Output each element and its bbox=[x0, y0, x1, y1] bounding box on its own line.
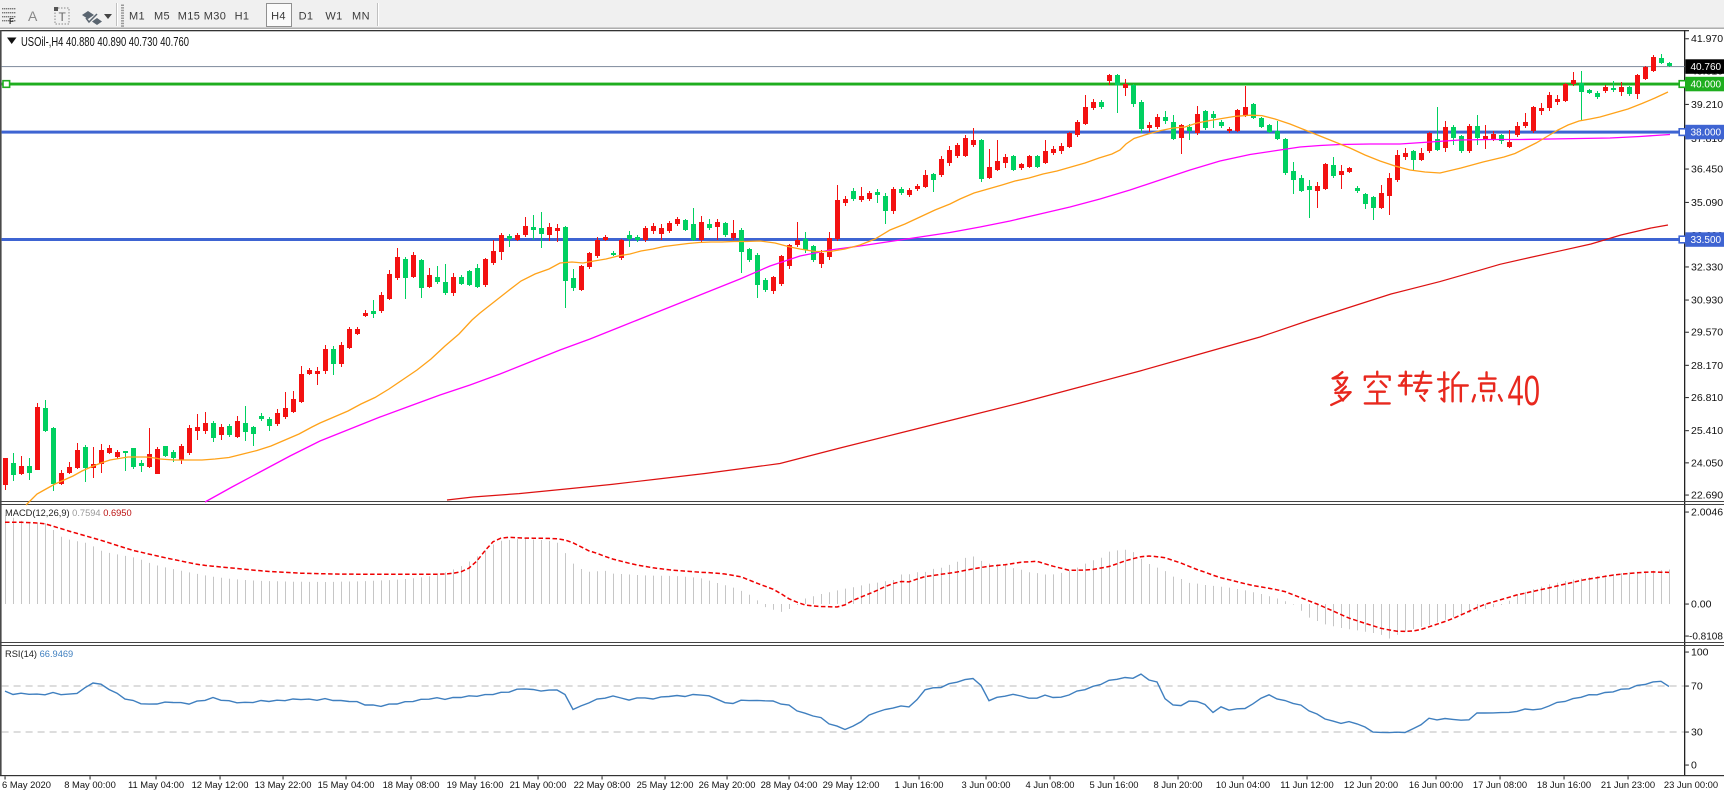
svg-text:M15: M15 bbox=[178, 11, 201, 23]
svg-text:F: F bbox=[9, 17, 14, 26]
svg-text:A: A bbox=[28, 8, 38, 24]
svg-text:26 May 20:00: 26 May 20:00 bbox=[699, 779, 756, 790]
svg-text:40.000: 40.000 bbox=[1691, 80, 1722, 91]
svg-text:2.0046: 2.0046 bbox=[1691, 507, 1723, 519]
svg-text:3 Jun 00:00: 3 Jun 00:00 bbox=[962, 779, 1011, 790]
svg-text:MN: MN bbox=[352, 11, 370, 23]
svg-text:35.090: 35.090 bbox=[1691, 197, 1723, 209]
svg-text:D1: D1 bbox=[299, 11, 314, 23]
svg-text:10 Jun 04:00: 10 Jun 04:00 bbox=[1216, 779, 1270, 790]
svg-text:18 Jun 16:00: 18 Jun 16:00 bbox=[1537, 779, 1591, 790]
svg-text:100: 100 bbox=[1691, 647, 1709, 659]
svg-text:13 May 22:00: 13 May 22:00 bbox=[255, 779, 312, 790]
svg-text:H1: H1 bbox=[235, 11, 250, 23]
svg-text:8 May 00:00: 8 May 00:00 bbox=[64, 779, 116, 790]
svg-text:36.450: 36.450 bbox=[1691, 164, 1723, 176]
svg-text:12 May 12:00: 12 May 12:00 bbox=[192, 779, 249, 790]
svg-text:38.000: 38.000 bbox=[1691, 128, 1722, 139]
svg-text:18 May 08:00: 18 May 08:00 bbox=[383, 779, 440, 790]
svg-text:29.570: 29.570 bbox=[1691, 327, 1723, 339]
svg-text:RSI(14) 66.9469: RSI(14) 66.9469 bbox=[5, 649, 73, 659]
svg-text:70: 70 bbox=[1691, 681, 1703, 693]
svg-text:28.170: 28.170 bbox=[1691, 360, 1723, 372]
svg-text:24.050: 24.050 bbox=[1691, 457, 1723, 469]
svg-text:33.500: 33.500 bbox=[1691, 235, 1722, 246]
svg-text:0: 0 bbox=[1691, 760, 1697, 772]
svg-text:H4: H4 bbox=[271, 11, 286, 23]
svg-text:MACD(12,26,9) 0.7594 0.6950: MACD(12,26,9) 0.7594 0.6950 bbox=[5, 508, 132, 518]
svg-text:6 May 2020: 6 May 2020 bbox=[2, 779, 51, 790]
svg-text:M5: M5 bbox=[154, 11, 170, 23]
svg-text:40: 40 bbox=[1508, 367, 1541, 415]
svg-text:M30: M30 bbox=[204, 11, 227, 23]
svg-text:28 May 04:00: 28 May 04:00 bbox=[761, 779, 818, 790]
svg-text:5 Jun 16:00: 5 Jun 16:00 bbox=[1090, 779, 1139, 790]
svg-text:32.330: 32.330 bbox=[1691, 261, 1723, 273]
svg-text:16 Jun 00:00: 16 Jun 00:00 bbox=[1409, 779, 1463, 790]
svg-text:23 Jun 00:00: 23 Jun 00:00 bbox=[1664, 779, 1718, 790]
svg-text:26.810: 26.810 bbox=[1691, 392, 1723, 404]
svg-text:29 May 12:00: 29 May 12:00 bbox=[823, 779, 880, 790]
svg-text:22 May 08:00: 22 May 08:00 bbox=[574, 779, 631, 790]
svg-text:12 Jun 20:00: 12 Jun 20:00 bbox=[1344, 779, 1398, 790]
svg-text:11 May 04:00: 11 May 04:00 bbox=[128, 779, 184, 790]
svg-text:19 May 16:00: 19 May 16:00 bbox=[447, 779, 504, 790]
svg-text:17 Jun 08:00: 17 Jun 08:00 bbox=[1473, 779, 1527, 790]
svg-text:21 May 00:00: 21 May 00:00 bbox=[510, 779, 567, 790]
svg-text:15 May 04:00: 15 May 04:00 bbox=[318, 779, 375, 790]
svg-text:1 Jun 16:00: 1 Jun 16:00 bbox=[895, 779, 944, 790]
svg-text:30.930: 30.930 bbox=[1691, 295, 1723, 307]
svg-text:4 Jun 08:00: 4 Jun 08:00 bbox=[1026, 779, 1075, 790]
svg-text:0.00: 0.00 bbox=[1691, 599, 1712, 611]
svg-text:41.970: 41.970 bbox=[1691, 33, 1723, 45]
svg-text:USOil-,H4 40.880 40.890 40.73: USOil-,H4 40.880 40.890 40.730 40.760 bbox=[21, 34, 189, 49]
svg-text:40.760: 40.760 bbox=[1691, 62, 1722, 73]
svg-text:T: T bbox=[59, 10, 67, 24]
svg-text:11 Jun 12:00: 11 Jun 12:00 bbox=[1280, 779, 1334, 790]
svg-text:21 Jun 23:00: 21 Jun 23:00 bbox=[1601, 779, 1655, 790]
svg-text:39.210: 39.210 bbox=[1691, 99, 1723, 111]
svg-text:M1: M1 bbox=[129, 11, 145, 23]
svg-text:22.690: 22.690 bbox=[1691, 490, 1723, 502]
svg-text:W1: W1 bbox=[325, 11, 342, 23]
svg-text:8 Jun 20:00: 8 Jun 20:00 bbox=[1154, 779, 1203, 790]
svg-text:30: 30 bbox=[1691, 727, 1703, 739]
svg-text:25.410: 25.410 bbox=[1691, 425, 1723, 437]
svg-text:25 May 12:00: 25 May 12:00 bbox=[637, 779, 694, 790]
svg-text:-0.8108: -0.8108 bbox=[1689, 632, 1723, 643]
